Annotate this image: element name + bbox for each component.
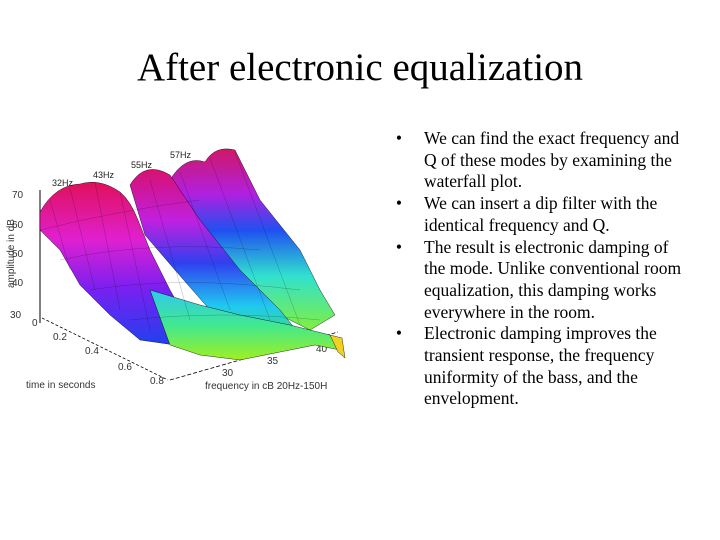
peak-label-57hz: 57Hz [170,150,192,160]
bullet-item: • The result is electronic damping of th… [392,237,692,324]
svg-text:30: 30 [10,310,22,321]
bullet-marker: • [395,193,403,214]
svg-text:60: 60 [12,220,24,231]
y-axis-label: time in seconds [26,380,95,391]
bullet-item: • Electronic damping improves the transi… [392,323,692,410]
svg-text:0.4: 0.4 [85,346,99,357]
svg-text:0.2: 0.2 [53,332,67,343]
bullet-item: • We can insert a dip filter with the id… [392,193,692,236]
svg-text:0.8: 0.8 [150,376,164,387]
svg-text:0.6: 0.6 [118,362,132,373]
bullet-item: • We can find the exact frequency and Q … [392,128,692,193]
peak-annotations: 32Hz 43Hz 55Hz 57Hz [52,150,192,188]
svg-text:30: 30 [222,368,234,379]
waterfall-plot: 70 60 50 40 30 amplitude in dB 0 0.2 0.4… [0,140,360,400]
svg-text:35: 35 [267,356,279,367]
svg-text:70: 70 [12,190,24,201]
svg-text:0: 0 [32,318,38,329]
peak-label-43hz: 43Hz [93,170,115,180]
svg-text:50: 50 [12,249,24,260]
slide-title: After electronic equalization [136,46,584,89]
peak-label-55hz: 55Hz [131,160,153,170]
waterfall-surface-chart: 70 60 50 40 30 amplitude in dB 0 0.2 0.4… [6,148,346,392]
svg-text:40: 40 [12,278,24,289]
bullet-text: We can find the exact frequency and Q of… [424,128,680,192]
z-axis-ticks: 70 60 50 40 30 [10,190,24,321]
peak-label-32hz: 32Hz [52,178,74,188]
z-axis-label: amplitude in dB [6,219,17,288]
bullet-marker: • [395,323,403,344]
bullet-text: Electronic damping improves the transien… [424,323,657,409]
x-axis-label: frequency in cB 20Hz-150H [205,381,327,392]
bullet-marker: • [395,128,403,148]
y-axis-ticks: 0 0.2 0.4 0.6 0.8 [32,318,164,387]
svg-text:40: 40 [316,344,328,355]
bullet-text: We can insert a dip filter with the iden… [424,193,658,235]
bullet-list: • We can find the exact frequency and Q … [392,128,692,410]
x-axis-ticks: 30 35 40 [222,344,328,379]
bullet-marker: • [395,236,403,257]
bullet-text: The result is electronic damping of the … [424,236,682,322]
